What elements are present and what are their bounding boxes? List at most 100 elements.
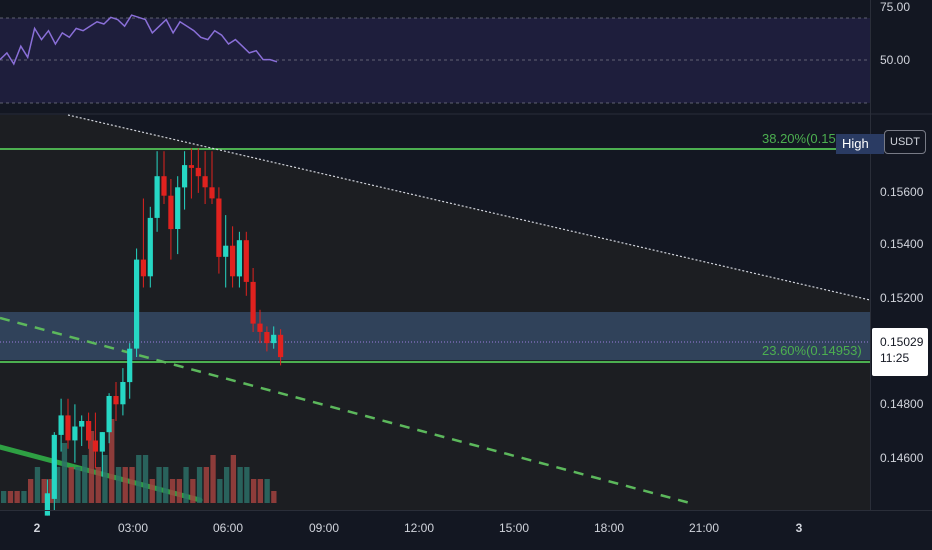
high-price-tag: High (836, 134, 884, 154)
candle-body (250, 281, 256, 324)
price-tick: 0.15400 (880, 237, 924, 251)
volume-bar (264, 479, 270, 503)
candle (161, 151, 167, 204)
candle (195, 148, 201, 193)
volume-bar (142, 455, 149, 503)
volume-bar (224, 467, 230, 503)
volume-bar (163, 467, 169, 503)
candle-body (154, 176, 160, 218)
volume-bar (41, 479, 47, 503)
candle-body (209, 187, 215, 199)
candle-body (168, 195, 174, 230)
candle (202, 151, 208, 204)
volume-bar (210, 455, 216, 503)
candle-body (44, 493, 50, 516)
volume-bar (217, 479, 223, 503)
volume-bar (237, 467, 243, 503)
candle-body (278, 334, 284, 358)
candle (168, 179, 174, 260)
candle-body (216, 198, 222, 257)
volume-bar (102, 455, 108, 503)
candle-body (58, 415, 64, 435)
candle-body (175, 187, 181, 229)
volume-bar (251, 479, 257, 503)
candle (230, 226, 236, 288)
candle-body (223, 245, 229, 257)
rsi-pane (0, 0, 932, 115)
candle (51, 432, 57, 510)
candle-body (140, 259, 146, 277)
volume-bar (196, 467, 203, 503)
candle-body (264, 332, 270, 344)
time-tick: 15:00 (498, 521, 530, 535)
time-tick: 12:00 (403, 521, 435, 535)
candle (188, 148, 194, 199)
time-tick: 18:00 (593, 521, 625, 535)
candle-body (92, 440, 98, 452)
time-tick: 21:00 (688, 521, 720, 535)
descending-trendline (67, 114, 871, 301)
rsi-tick-75: 75.00 (880, 0, 911, 14)
candle-body (134, 259, 140, 349)
candle-body (147, 217, 153, 277)
volume-bar (21, 491, 27, 503)
candle-body (236, 240, 242, 277)
volume-bar (82, 455, 88, 503)
candle (140, 198, 146, 288)
price-pane (0, 114, 871, 516)
fib-38-label: 38.20%(0.15 (762, 131, 836, 146)
candle (134, 248, 140, 357)
volume-bar (109, 419, 115, 503)
candle-body (271, 334, 277, 344)
dashed-channel-line (0, 316, 691, 505)
candle (154, 151, 160, 232)
candle-body (230, 245, 236, 277)
candle (216, 187, 222, 274)
volume-bar (14, 491, 20, 503)
candle (99, 432, 105, 477)
volume-bar (244, 467, 250, 503)
candle (120, 368, 126, 416)
candle-body (127, 348, 133, 383)
volume-bar (68, 467, 74, 503)
bar-countdown: 11:25 (880, 351, 910, 365)
candle (243, 231, 249, 296)
candle (113, 382, 119, 421)
time-tick: 06:00 (212, 521, 244, 535)
volume-bar (183, 467, 189, 503)
candle (79, 415, 85, 446)
volume-bar (156, 467, 162, 503)
volume-bar (1, 491, 7, 503)
candle-body (257, 323, 263, 332)
fib-23-label: 23.60%(0.14953) (762, 343, 862, 358)
time-tick: 2 (33, 521, 41, 535)
price-tick: 0.15600 (880, 185, 924, 199)
volume-bar (34, 467, 41, 503)
candle-body (195, 167, 201, 177)
price-tick: 0.14800 (880, 397, 924, 411)
candle (65, 398, 71, 449)
candle-body (51, 434, 57, 499)
candle (147, 206, 153, 288)
time-axis-border (0, 510, 932, 511)
candle-body (243, 240, 249, 282)
candle (278, 329, 284, 366)
price-tick: 0.15200 (880, 291, 924, 305)
candle (209, 151, 215, 204)
volume-bar (122, 467, 128, 503)
price-axis-border (870, 0, 871, 510)
volume-bar (61, 443, 68, 503)
volume-bar (55, 467, 61, 503)
rsi-band (0, 18, 870, 103)
candle (182, 151, 188, 210)
volume-bar (149, 479, 155, 503)
currency-button[interactable]: USDT (884, 130, 926, 154)
candle-body (86, 421, 92, 441)
candle (86, 412, 92, 449)
candle (44, 479, 50, 516)
candle (223, 215, 229, 288)
volume-bar (176, 479, 182, 503)
candle-body (113, 396, 119, 405)
candle-body (106, 396, 112, 433)
